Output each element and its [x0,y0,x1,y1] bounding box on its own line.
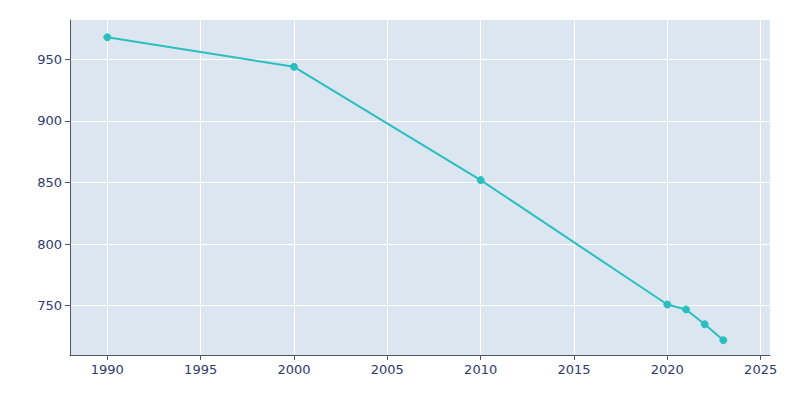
svg-text:950: 950 [37,52,62,67]
svg-text:2000: 2000 [277,362,310,377]
svg-text:2010: 2010 [464,362,497,377]
svg-text:1990: 1990 [91,362,124,377]
svg-text:800: 800 [37,237,62,252]
svg-text:2015: 2015 [557,362,590,377]
svg-text:850: 850 [37,175,62,190]
svg-text:2025: 2025 [744,362,777,377]
svg-text:750: 750 [37,298,62,313]
svg-text:2005: 2005 [371,362,404,377]
svg-text:2020: 2020 [651,362,684,377]
svg-text:1995: 1995 [184,362,217,377]
svg-text:900: 900 [37,113,62,128]
